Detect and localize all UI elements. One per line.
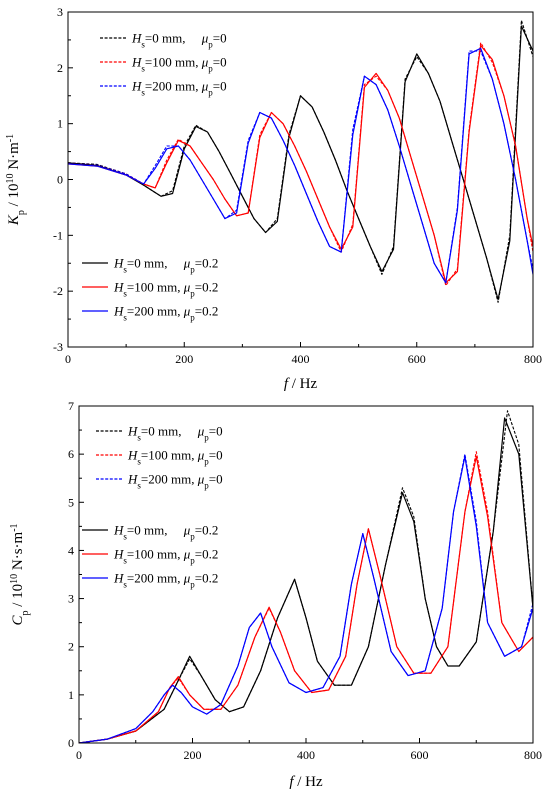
y-tick-label: 3 [68,592,74,606]
x-tick-label: 200 [175,352,193,366]
chart-2: 0 200 400 600 800 0 1 2 3 4 5 6 7 f / Hz Cp / 1010 N·s… [9,399,543,790]
y-tick-label: 5 [68,495,74,509]
legend-label: Hs=200 mm, μp=0 [127,472,223,491]
x-tick-label: 600 [408,352,426,366]
series-line-4 [79,417,533,743]
series-line-2 [79,451,533,743]
legend-label: Hs=0 mm, μp=0 [131,31,227,50]
x-tick-label: 800 [524,748,542,762]
plot-area [68,19,533,303]
x-tick-label: 800 [524,352,542,366]
x-tick-label: 0 [65,352,71,366]
series-line-6 [79,456,533,743]
y-axis-title: Kp / 1010 N·m-1 [5,134,27,226]
legend-top-left: Hs=0 mm, μp=0 Hs=100 mm, μp=0 Hs=200 mm, μ… [100,31,227,98]
chart-1: 0 200 400 600 800 -3 -2 -1 0 1 2 3 f / Hz Kp / 1010 N… [5,5,543,392]
series-line-4 [68,25,533,301]
y-axis-title: Cp / 1010 N·s·m-1 [9,523,31,625]
y-tick-label: -1 [53,228,63,242]
legend-label: Hs=0 mm, μp=0 [127,424,223,443]
y-tick-label: -2 [53,284,63,298]
y-tick-label: 3 [57,5,63,19]
x-tick-label: 0 [76,748,82,762]
y-tick-label: 6 [68,447,74,461]
y-tick-label: 4 [68,543,74,557]
series-line-6 [68,47,533,284]
legend-label: Hs=100 mm, μp=0 [127,448,223,467]
series-line-5 [79,456,533,743]
legend-label: Hs=0 mm, μp=0.2 [113,256,218,275]
legend-label: Hs=0 mm, μp=0.2 [113,523,218,542]
legend-label: Hs=200 mm, μp=0.2 [113,571,218,590]
x-axis-title: f / Hz [289,774,323,790]
legend-middle-left: Hs=0 mm, μp=0.2 Hs=100 mm, μp=0.2 Hs=200 m… [82,523,218,590]
series-line-3 [79,453,533,743]
x-tick-label: 400 [292,352,310,366]
y-tick-label: 2 [68,640,74,654]
plot-area [79,410,533,743]
y-tick-label: 0 [68,736,74,750]
x-tick-label: 200 [184,748,202,762]
legend-label: Hs=100 mm, μp=0 [131,55,227,74]
legend-label: Hs=100 mm, μp=0.2 [113,280,218,299]
y-tick-label: 1 [57,117,63,131]
legend-label: Hs=200 mm, μp=0.2 [113,304,218,323]
legend-label: Hs=100 mm, μp=0.2 [113,547,218,566]
legend-label: Hs=200 mm, μp=0 [131,79,227,98]
y-tick-label: 7 [68,399,74,413]
x-axis-title: f / Hz [284,376,318,392]
x-tick-label: 400 [297,748,315,762]
legend-top-left: Hs=0 mm, μp=0 Hs=100 mm, μp=0 Hs=200 mm, μ… [96,424,223,491]
y-tick-label: 2 [57,61,63,75]
series-line-5 [68,44,533,284]
legend-bottom-left: Hs=0 mm, μp=0.2 Hs=100 mm, μp=0.2 Hs=200 m… [82,256,218,323]
x-tick-label: 600 [411,748,429,762]
y-tick-label: -3 [53,340,63,354]
y-tick-label: 1 [68,688,74,702]
y-tick-label: 0 [57,173,63,187]
